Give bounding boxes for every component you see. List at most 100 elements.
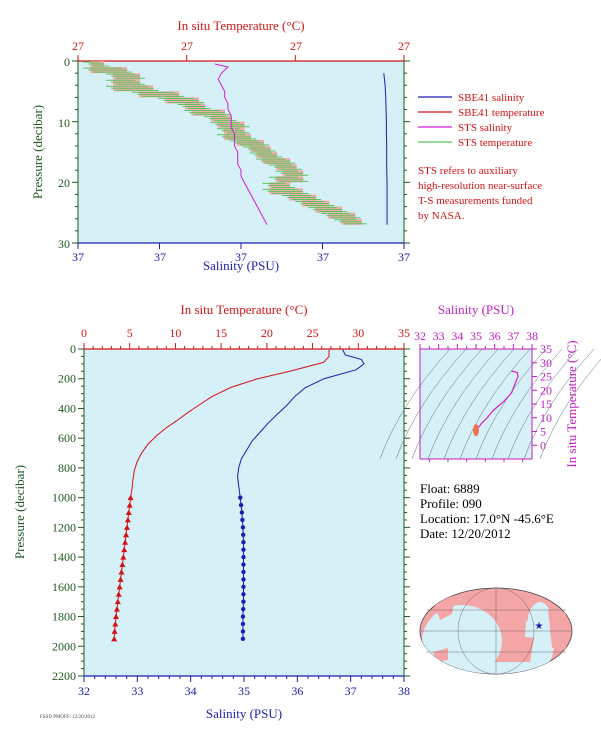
temperature-sample-marker: [127, 494, 134, 501]
temperature-sample-marker: [112, 620, 119, 627]
main-pressure-tick-label: 1000: [52, 491, 76, 505]
salinity-sample-marker: [240, 614, 246, 619]
top-salinity-tick: 37: [72, 250, 84, 264]
salinity-sample-marker: [241, 599, 246, 604]
temperature-sample-marker: [119, 561, 126, 568]
legend-item-label: STS temperature: [458, 137, 532, 149]
ts-density-contour: [411, 348, 483, 460]
main-temp-tick-label: 15: [215, 326, 227, 340]
float-id: Float: 6889: [420, 481, 480, 496]
top-salinity-tick: 37: [154, 250, 166, 264]
top-salinity-tick: 37: [398, 250, 410, 264]
temperature-sample-marker: [115, 591, 122, 597]
main-pressure-tick-label: 2200: [52, 669, 76, 683]
date: Date: 12/20/2012: [420, 526, 511, 541]
salinity-sample-marker: [238, 495, 243, 500]
main-salinity-tick-label: 32: [78, 684, 90, 698]
top-pressure-tick: 0: [64, 55, 70, 69]
ts-density-contour: [443, 348, 515, 460]
ts-temperature-tick-label: 30: [540, 356, 552, 370]
ts-salinity-tick-label: 36: [489, 329, 501, 343]
main-axis-ticks: 0200400600800100012001400160018002000220…: [52, 326, 410, 698]
ts-temperature-tick-label: 0: [540, 438, 546, 452]
main-series-group: [111, 349, 365, 642]
main-pressure-tick-label: 800: [58, 461, 76, 475]
temperature-sample-marker: [125, 509, 132, 515]
ts-density-contour: [459, 348, 531, 460]
top-temp-tick: 27: [72, 39, 84, 53]
sts-note-line: high-resolution near-surface: [418, 180, 542, 192]
sbe41-salinity-line: [237, 349, 365, 639]
ts-density-contour: [507, 348, 579, 460]
salinity-sample-marker: [240, 621, 246, 627]
profile-number: Profile: 090: [420, 496, 482, 511]
float-info: Float: 6889 Profile: 090 Location: 17.0°…: [420, 481, 554, 541]
main-salinity-tick-label: 36: [291, 684, 303, 698]
sts-note-line: by NASA.: [418, 210, 465, 222]
salinity-sample-marker: [241, 606, 246, 612]
ts-density-contour: [427, 348, 499, 460]
main-pressure-tick-label: 1200: [52, 520, 76, 534]
main-pressure-axis-title: Pressure (decibar): [12, 465, 27, 559]
salinity-sample-marker: [241, 547, 246, 552]
main-salinity-axis-title: Salinity (PSU): [206, 706, 282, 721]
float-location-marker: ★: [535, 621, 544, 632]
top-pressure-axis-title: Pressure (decibar): [30, 105, 45, 199]
salinity-sample-marker: [240, 636, 246, 642]
main-temp-tick-label: 30: [352, 326, 364, 340]
ts-density-contour: [379, 348, 451, 460]
salinity-sample-marker: [241, 562, 246, 567]
sts-salinity-line: [214, 63, 268, 226]
top-series-group: [83, 61, 388, 226]
sts-note-line: STS refers to auxiliary: [418, 165, 518, 177]
salinity-sample-marker: [241, 540, 246, 545]
sts-note-line: T-S measurements funded: [418, 195, 533, 207]
temperature-sample-marker: [117, 576, 124, 582]
salinity-sample-marker: [241, 569, 246, 575]
top-temp-tick: 27: [398, 39, 410, 53]
land-africa-europe: [548, 610, 566, 650]
ts-salinity-tick-label: 38: [526, 329, 538, 343]
main-profile-chart: In situ Temperature (°C) Salinity (PSU) …: [12, 302, 410, 721]
main-pressure-tick-label: 2000: [52, 639, 76, 653]
ts-density-contour: [523, 348, 595, 460]
sbe41-salinity-line: [383, 73, 388, 225]
ts-density-contour: [395, 348, 467, 460]
top-axis-ticks: [72, 55, 410, 249]
main-temp-tick-label: 0: [81, 326, 87, 340]
temperature-sample-marker: [111, 635, 118, 642]
salinity-sample-marker: [238, 502, 244, 508]
main-temp-axis-title: In situ Temperature (°C): [180, 302, 307, 317]
land-south-america: [520, 636, 534, 662]
salinity-sample-marker: [241, 577, 246, 582]
top-temp-tick: 27: [290, 39, 302, 53]
temperature-sample-marker: [123, 524, 130, 530]
top-salinity-tick: 37: [235, 250, 247, 264]
main-salinity-tick-label: 38: [398, 684, 410, 698]
ts-temperature-tick-label: 15: [540, 397, 552, 411]
ts-salinity-tick-label: 35: [470, 329, 482, 343]
temperature-sample-marker: [116, 583, 123, 590]
ts-temperature-axis-title: In situ Temperature (°C): [564, 340, 579, 467]
top-salinity-axis-title: Salinity (PSU): [203, 258, 279, 273]
ts-temperature-tick-label: 20: [540, 383, 552, 397]
ts-diagram: Salinity (PSU) In situ Temperature (°C) …: [379, 302, 601, 468]
temperature-sample-marker: [126, 502, 133, 508]
legend-item-label: SBE41 salinity: [458, 92, 525, 104]
top-pressure-tick: 10: [58, 116, 70, 130]
ts-curve-line: [475, 370, 519, 432]
main-pressure-tick-label: 1400: [52, 550, 76, 564]
legend-item-label: SBE41 temperature: [458, 107, 545, 119]
top-temp-tick: 27: [181, 39, 193, 53]
main-temp-tick-label: 10: [169, 326, 181, 340]
temperature-sample-marker: [124, 516, 131, 523]
ts-salinity-tick-label: 34: [451, 329, 463, 343]
map-graticule: [420, 587, 572, 675]
main-pressure-tick-label: 1800: [52, 610, 76, 624]
sbe41-temperature-line: [113, 349, 330, 639]
main-salinity-tick-label: 35: [238, 684, 250, 698]
salinity-sample-marker: [241, 584, 246, 590]
top-pressure-tick: 30: [58, 237, 70, 251]
